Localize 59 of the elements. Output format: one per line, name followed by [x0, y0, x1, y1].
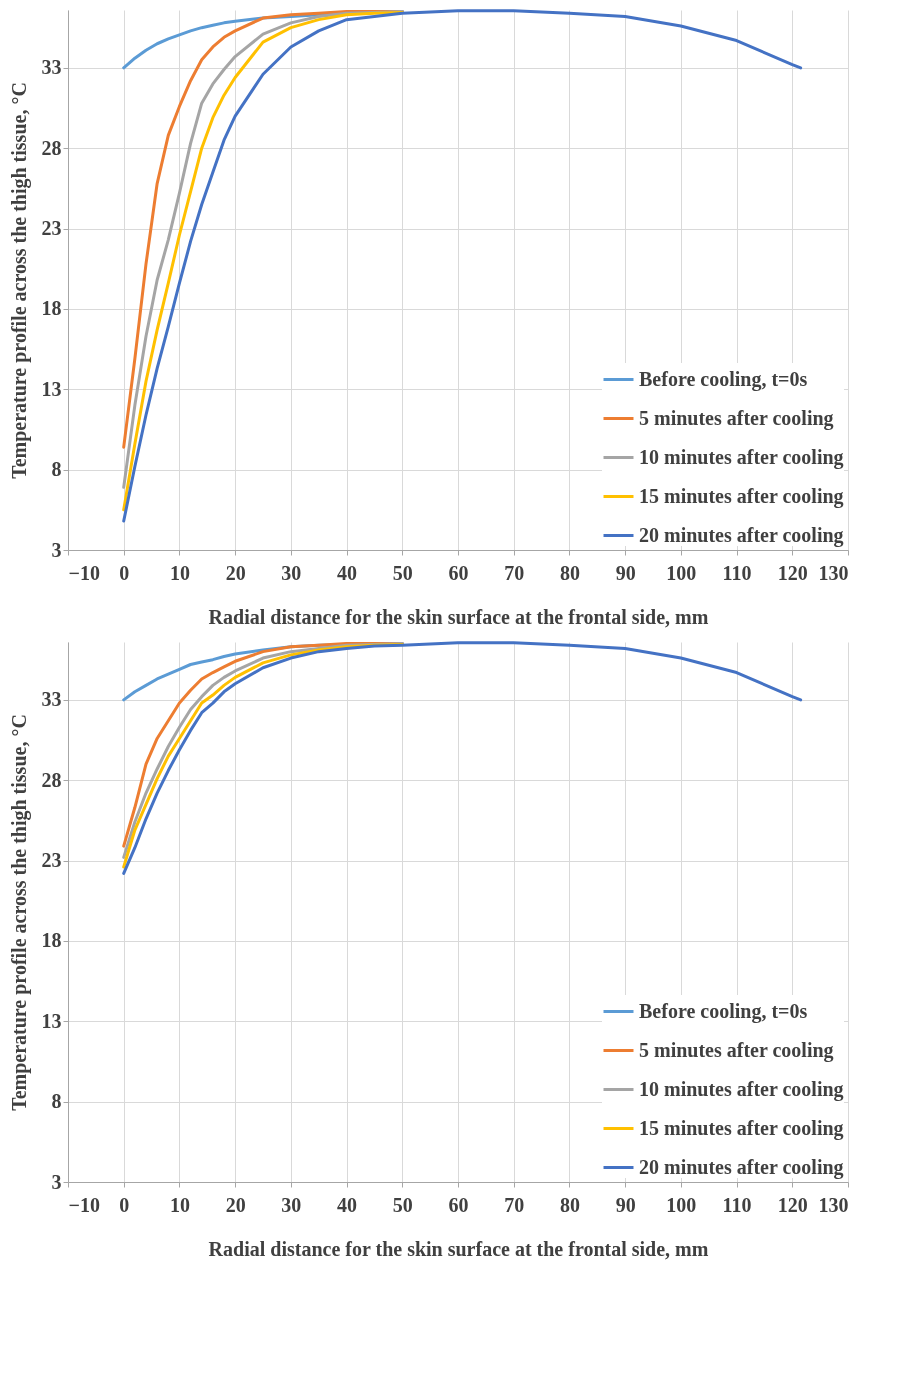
legend-label: 15 minutes after cooling — [639, 1116, 844, 1140]
y-tick-label: 13 — [41, 1009, 62, 1032]
x-tick-label: 110 — [722, 1193, 752, 1216]
y-tick-label: 13 — [41, 377, 62, 400]
x-tick-label: 30 — [281, 561, 302, 584]
x-tick-label: 20 — [225, 561, 246, 584]
x-tick-label: 0 — [119, 561, 130, 584]
x-tick-label: 30 — [281, 1193, 302, 1216]
y-tick-label: 8 — [51, 458, 62, 481]
x-tick-label: 60 — [448, 561, 469, 584]
x-tick-label: 0 — [119, 1193, 130, 1216]
x-tick-label: 120 — [777, 1193, 808, 1216]
y-tick-label: 23 — [41, 217, 62, 240]
x-tick-label: 70 — [504, 561, 525, 584]
x-tick-label: 90 — [615, 1193, 636, 1216]
legend-label: 5 minutes after cooling — [639, 1038, 834, 1062]
x-axis-title: Radial distance for the skin surface at the frontal side, mm — [208, 1237, 709, 1260]
legend-label: 10 minutes after cooling — [639, 445, 844, 469]
legend-label: 20 minutes after cooling — [639, 1155, 844, 1179]
x-tick-label: 40 — [337, 561, 358, 584]
y-tick-label: 3 — [51, 1170, 62, 1193]
x-tick-label: 120 — [777, 561, 808, 584]
y-tick-label: 28 — [41, 768, 62, 791]
x-tick-label: −10 — [68, 1193, 100, 1216]
legend-label: Before cooling, t=0s — [639, 999, 808, 1023]
legend-label: 10 minutes after cooling — [639, 1077, 844, 1101]
x-tick-label: 60 — [448, 1193, 469, 1216]
x-tick-label: 100 — [666, 1193, 697, 1216]
y-tick-label: 8 — [51, 1090, 62, 1113]
x-tick-label: 50 — [392, 1193, 413, 1216]
x-tick-label: 100 — [666, 561, 697, 584]
y-tick-label: 33 — [41, 688, 62, 711]
x-tick-label: 80 — [559, 561, 580, 584]
x-tick-label: 50 — [392, 561, 413, 584]
x-tick-label: 20 — [225, 1193, 246, 1216]
x-tick-label: 130 — [818, 1193, 849, 1216]
x-tick-label: 40 — [337, 1193, 358, 1216]
x-tick-label: 90 — [615, 561, 636, 584]
y-tick-label: 28 — [41, 136, 62, 159]
legend-label: Before cooling, t=0s — [639, 367, 808, 391]
y-tick-label: 18 — [41, 297, 62, 320]
legend-label: 20 minutes after cooling — [639, 523, 844, 547]
x-tick-label: 10 — [169, 561, 190, 584]
x-tick-label: 130 — [818, 561, 849, 584]
x-tick-label: 70 — [504, 1193, 525, 1216]
y-tick-label: 18 — [41, 929, 62, 952]
x-tick-label: 80 — [559, 1193, 580, 1216]
x-tick-label: 110 — [722, 561, 752, 584]
y-tick-label: 33 — [41, 56, 62, 79]
y-axis-title: Temperature profile across the thigh tissue, °C — [7, 714, 31, 1111]
legend-label: 5 minutes after cooling — [639, 406, 834, 430]
legend-label: 15 minutes after cooling — [639, 484, 844, 508]
x-tick-label: −10 — [68, 561, 100, 584]
x-axis-title: Radial distance for the skin surface at the frontal side, mm — [208, 605, 709, 628]
y-axis-title: Temperature profile across the thigh tissue, °C — [7, 82, 31, 479]
y-tick-label: 3 — [51, 538, 62, 561]
x-tick-label: 10 — [169, 1193, 190, 1216]
line-series — [122, 641, 803, 875]
y-tick-label: 23 — [41, 849, 62, 872]
